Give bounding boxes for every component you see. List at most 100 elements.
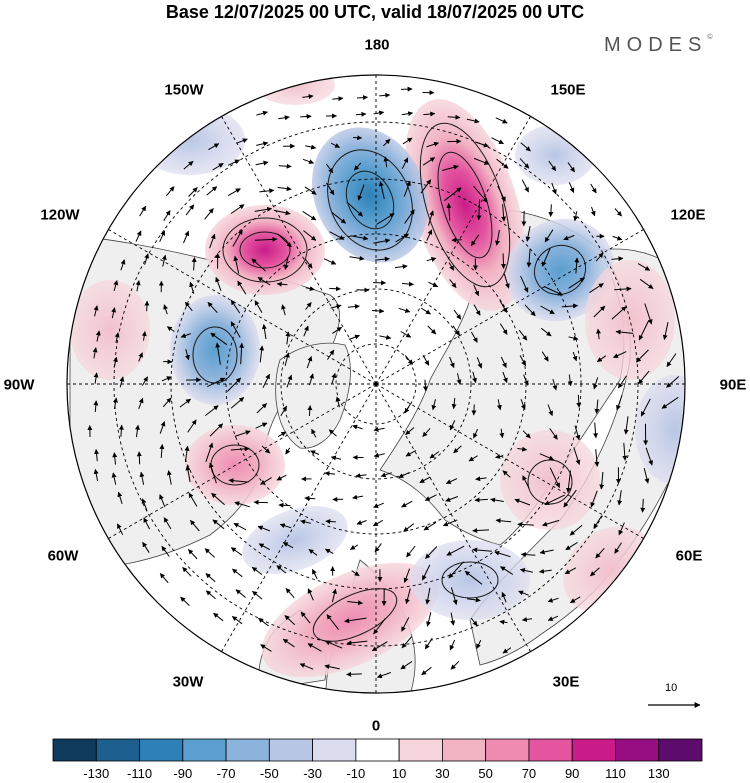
wind-vector-arrow <box>280 405 288 416</box>
wind-vector-arrow <box>307 588 314 601</box>
wind-vector-arrow <box>565 541 578 551</box>
wind-vector-arrow <box>429 451 440 459</box>
wind-vector-arrow <box>495 117 508 124</box>
wind-vector-arrow <box>450 661 460 670</box>
wind-vector-arrow <box>138 397 144 409</box>
wind-vector-arrow <box>520 399 526 410</box>
wind-vector-arrow <box>236 138 248 144</box>
wind-vector-arrow <box>279 523 292 529</box>
wind-vector-arrow <box>518 590 529 596</box>
wind-vector-arrow <box>644 303 653 325</box>
wind-vector-arrow <box>376 672 391 679</box>
wind-vector-arrow <box>539 549 554 555</box>
wind-vector-arrow <box>329 286 341 292</box>
wind-vector-arrow <box>499 323 508 335</box>
wind-vector-arrow <box>421 666 432 676</box>
wind-vector-arrow <box>502 470 511 478</box>
wind-vector-arrow <box>277 233 292 248</box>
wind-vector-arrow <box>92 347 98 359</box>
colorbar-swatch <box>139 738 184 762</box>
wind-vector-arrow <box>618 522 625 536</box>
wind-vector-arrow <box>188 187 198 197</box>
wind-vector-arrow <box>285 588 295 599</box>
wind-vector-arrow <box>353 162 362 171</box>
wind-vector-arrow <box>212 519 225 530</box>
wind-vector-arrow <box>422 379 428 392</box>
wind-vector-arrow <box>276 474 287 481</box>
wind-vector-arrow <box>593 305 606 318</box>
wind-vector-arrow <box>285 447 291 455</box>
wind-vector-arrow <box>93 372 99 384</box>
longitude-label-180: 180 <box>364 36 390 54</box>
wind-vector-arrow <box>503 273 510 289</box>
wind-vector-arrow <box>308 548 318 556</box>
wind-vector-arrow <box>375 256 390 262</box>
wind-vector-arrow <box>445 478 458 484</box>
wind-vector-arrow <box>135 280 141 292</box>
brand-logo: MODES© <box>604 34 713 57</box>
colorbar-swatch <box>312 738 357 762</box>
wind-vector-arrow <box>311 568 318 580</box>
wind-vector-arrow <box>324 664 340 670</box>
wind-vector-arrow <box>401 111 414 117</box>
wind-vector-arrow <box>421 564 431 581</box>
wind-vector-arrow <box>427 325 437 335</box>
wind-vector-arrow <box>141 376 149 386</box>
wind-vector-arrow <box>544 494 565 506</box>
wind-vector-arrow <box>357 184 365 201</box>
wind-vector-arrow <box>159 444 165 458</box>
graticule <box>67 75 685 693</box>
wind-vector-arrow <box>401 281 414 287</box>
wind-vector-arrow <box>383 138 391 147</box>
wind-vector-arrow <box>425 546 438 559</box>
wind-vector-arrow <box>230 446 250 452</box>
wind-vector-arrow <box>561 303 579 309</box>
wind-vector-arrow <box>159 494 166 508</box>
wind-vector-arrow <box>426 257 437 262</box>
wind-vector-arrow <box>347 600 363 606</box>
colorbar-swatch <box>268 738 313 762</box>
wind-vector-arrow <box>466 118 480 124</box>
wind-vector-arrow <box>615 329 634 335</box>
wind-vector-arrow <box>307 643 322 652</box>
wind-vector-arrow <box>281 304 286 316</box>
neg-anomaly-pacific-east <box>635 375 685 485</box>
wind-vector-arrow <box>422 355 430 366</box>
wind-vector-arrow <box>355 111 367 117</box>
wind-vector-arrow <box>300 611 311 624</box>
wind-vector-arrow <box>564 567 577 575</box>
wind-vector-arrow <box>552 378 558 391</box>
wind-vector-arrow <box>138 352 143 362</box>
neg-anomaly-europe <box>410 540 530 620</box>
wind-vector-arrow <box>419 476 431 484</box>
wind-vector-arrow <box>256 141 269 147</box>
wind-vector-arrow <box>383 156 389 168</box>
wind-vector-arrow <box>261 324 267 340</box>
colorbar-swatch <box>398 738 443 762</box>
wind-vector-arrow <box>593 515 603 529</box>
wind-vector-arrow <box>402 137 413 145</box>
wind-vector-arrow <box>590 490 598 508</box>
wind-vector-arrow <box>526 248 532 268</box>
wind-vector-arrow <box>307 405 313 417</box>
wind-vector-arrow <box>284 615 296 626</box>
wind-vector-arrow <box>204 208 214 220</box>
wind-vector-arrow <box>139 205 147 217</box>
wind-vector-arrow <box>491 137 504 145</box>
wind-vector-arrow <box>254 300 263 313</box>
wind-vector-arrow <box>612 235 623 241</box>
colorbar-swatch <box>571 738 616 762</box>
wind-vector-arrow <box>645 447 653 466</box>
wind-vector-arrow <box>205 590 216 600</box>
wind-vector-arrow <box>305 302 312 310</box>
wind-vector-arrow <box>258 617 269 627</box>
wind-vector-arrow <box>470 331 478 343</box>
wind-vector-arrow <box>260 644 272 652</box>
wind-vector-arrow <box>304 186 317 195</box>
wind-vector-arrow <box>453 309 462 320</box>
wind-vector-arrow <box>136 451 142 465</box>
wind-vector-arrow <box>614 208 622 217</box>
wind-vector-arrow <box>163 210 171 222</box>
longitude-label-120e: 120E <box>670 206 706 224</box>
wind-vector-arrow <box>161 254 167 267</box>
